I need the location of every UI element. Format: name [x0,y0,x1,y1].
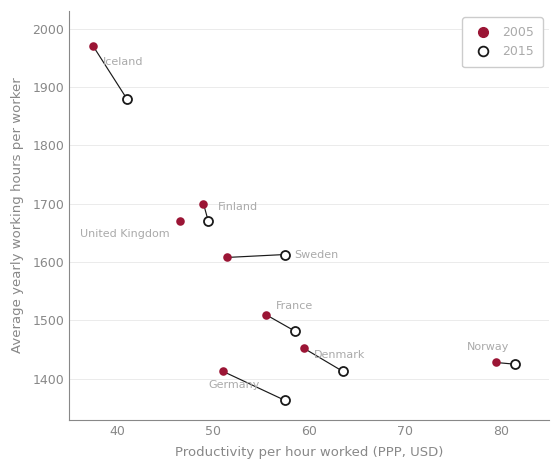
Point [218,368,227,375]
Point [204,218,213,225]
Text: United Kingdom: United Kingdom [80,229,170,239]
Point [262,311,270,318]
Point [88,42,97,50]
Point [338,368,347,375]
Point [175,218,184,225]
Text: Denmark: Denmark [314,351,365,360]
Point [290,327,299,335]
X-axis label: Productivity per hour worked (PPP, USD): Productivity per hour worked (PPP, USD) [175,446,443,459]
Text: Finland: Finland [218,202,258,212]
Text: Iceland: Iceland [103,57,143,68]
Text: France: France [276,301,312,311]
Point [281,397,290,404]
Point [281,251,290,258]
Point [511,360,520,368]
Y-axis label: Average yearly working hours per worker: Average yearly working hours per worker [11,78,24,353]
Text: Sweden: Sweden [295,250,339,259]
Point [199,200,208,207]
Point [492,359,501,366]
Point [300,345,309,352]
Text: Norway: Norway [468,342,510,352]
Text: Germany: Germany [208,380,260,390]
Legend: 2005, 2015: 2005, 2015 [462,17,543,67]
Point [122,95,131,102]
Point [223,254,232,261]
